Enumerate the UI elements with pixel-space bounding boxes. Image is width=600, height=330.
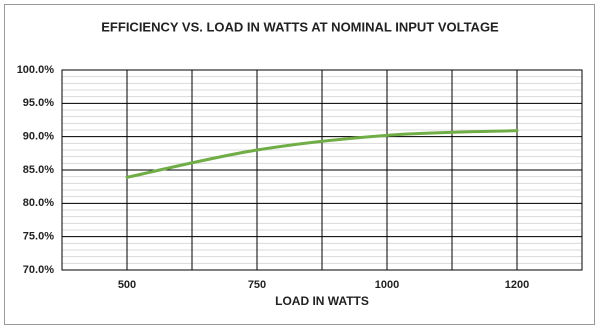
- y-tick-label: 95.0%: [23, 97, 54, 109]
- series-line: [125, 129, 519, 179]
- y-tick-label: 85.0%: [23, 164, 54, 176]
- x-tick-label: 750: [248, 279, 266, 291]
- y-tick-label: 70.0%: [23, 264, 54, 276]
- x-tick-label: 500: [118, 279, 136, 291]
- x-axis-title: LOAD IN WATTS: [275, 294, 369, 308]
- chart-title: EFFICIENCY VS. LOAD IN WATTS AT NOMINAL …: [101, 19, 499, 34]
- x-tick-label: 1200: [505, 279, 529, 291]
- plot-border: [61, 69, 583, 271]
- y-tick-label: 80.0%: [23, 197, 54, 209]
- x-tick-label: 1000: [375, 279, 399, 291]
- y-tick-label: 75.0%: [23, 231, 54, 243]
- y-tick-label: 100.0%: [17, 64, 55, 76]
- y-tick-label: 90.0%: [23, 131, 54, 143]
- chart-border: [4, 4, 595, 325]
